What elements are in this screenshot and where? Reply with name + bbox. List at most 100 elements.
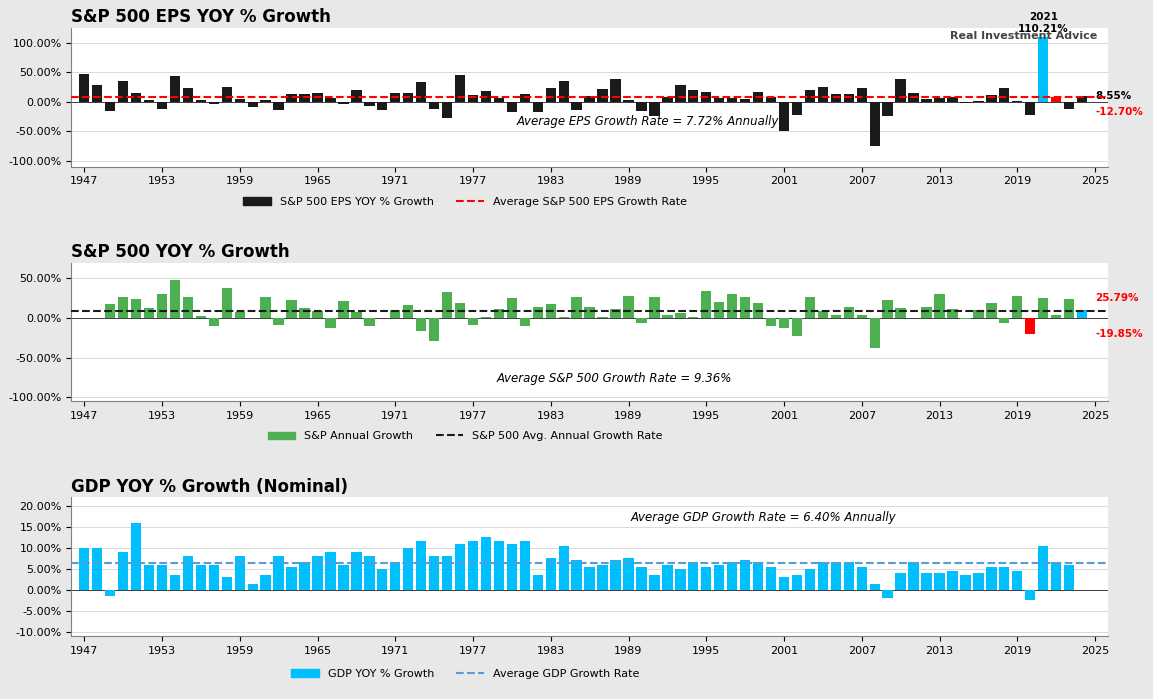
Bar <box>844 563 854 590</box>
Bar <box>1012 571 1023 590</box>
Bar <box>196 316 206 318</box>
Bar <box>118 552 128 590</box>
Bar <box>442 101 452 117</box>
Bar <box>610 79 620 101</box>
Bar <box>390 563 400 590</box>
Bar <box>585 307 595 318</box>
Bar <box>300 94 310 101</box>
Bar <box>921 573 932 590</box>
Bar <box>338 101 348 103</box>
Bar <box>688 317 699 318</box>
Bar <box>80 548 90 590</box>
Bar <box>325 318 336 329</box>
Bar <box>701 567 711 590</box>
Bar <box>973 573 984 590</box>
Bar <box>545 304 556 318</box>
Bar <box>817 563 828 590</box>
Bar <box>338 301 348 318</box>
Text: Average EPS Growth Rate = 7.72% Annually: Average EPS Growth Rate = 7.72% Annually <box>517 115 779 128</box>
Bar <box>778 577 789 590</box>
Bar <box>429 318 439 341</box>
Bar <box>157 565 167 590</box>
Bar <box>1000 88 1010 101</box>
Text: -12.70%: -12.70% <box>1095 107 1143 117</box>
Bar <box>740 297 751 318</box>
Bar <box>196 565 206 590</box>
Legend: S&P 500 EPS YOY % Growth, Average S&P 500 EPS Growth Rate: S&P 500 EPS YOY % Growth, Average S&P 50… <box>239 192 692 211</box>
Text: 8.55%: 8.55% <box>1095 91 1131 101</box>
Bar <box>1038 546 1048 590</box>
Bar <box>844 308 854 318</box>
Bar <box>778 318 789 329</box>
Bar <box>558 81 568 101</box>
Bar <box>1025 590 1035 600</box>
Bar <box>636 567 647 590</box>
Bar <box>766 567 776 590</box>
Bar <box>714 302 724 318</box>
Bar <box>1000 567 1010 590</box>
Bar <box>882 300 892 318</box>
Bar <box>493 542 504 590</box>
Bar <box>429 101 439 109</box>
Bar <box>753 92 763 101</box>
Bar <box>662 315 672 318</box>
Text: S&P 500 YOY % Growth: S&P 500 YOY % Growth <box>71 243 289 261</box>
Text: 2021
110.21%: 2021 110.21% <box>1018 12 1069 34</box>
Bar <box>338 565 348 590</box>
Bar <box>248 584 258 590</box>
Bar <box>286 94 296 101</box>
Bar <box>80 74 90 101</box>
Bar <box>624 559 634 590</box>
Bar <box>118 81 128 101</box>
Bar <box>377 101 387 110</box>
Legend: S&P Annual Growth, S&P 500 Avg. Annual Growth Rate: S&P Annual Growth, S&P 500 Avg. Annual G… <box>263 427 668 446</box>
Bar <box>1038 298 1048 318</box>
Bar <box>934 99 944 101</box>
Bar <box>416 542 427 590</box>
Bar <box>921 99 932 101</box>
Bar <box>1012 296 1023 318</box>
Bar <box>520 542 530 590</box>
Bar <box>312 93 323 101</box>
Bar <box>1038 36 1048 101</box>
Bar <box>558 546 568 590</box>
Bar <box>209 318 219 326</box>
Bar <box>221 288 232 318</box>
Bar <box>234 556 244 590</box>
Bar <box>688 563 699 590</box>
Bar <box>714 98 724 101</box>
Bar <box>442 556 452 590</box>
Bar <box>92 548 103 590</box>
Bar <box>286 567 296 590</box>
Bar <box>144 100 155 101</box>
Bar <box>468 542 478 590</box>
Bar <box>533 575 543 590</box>
Bar <box>261 298 271 318</box>
Bar <box>390 93 400 101</box>
Bar <box>766 97 776 101</box>
Bar <box>869 584 880 590</box>
Bar <box>364 556 375 590</box>
Bar <box>792 318 802 336</box>
Bar <box>416 318 427 331</box>
Bar <box>676 569 686 590</box>
Bar <box>986 95 996 101</box>
Bar <box>404 548 414 590</box>
Bar <box>896 573 906 590</box>
Bar <box>728 99 738 101</box>
Bar <box>182 297 193 318</box>
Bar <box>273 318 284 325</box>
Bar <box>948 309 958 318</box>
Bar <box>676 312 686 318</box>
Bar <box>545 559 556 590</box>
Bar <box>468 318 478 325</box>
Bar <box>986 567 996 590</box>
Bar <box>986 303 996 318</box>
Bar <box>649 575 660 590</box>
Bar <box>352 90 362 101</box>
Bar <box>455 303 465 318</box>
Bar <box>261 575 271 590</box>
Bar <box>909 563 919 590</box>
Bar <box>169 76 180 101</box>
Text: S&P 500 EPS YOY % Growth: S&P 500 EPS YOY % Growth <box>71 8 331 27</box>
